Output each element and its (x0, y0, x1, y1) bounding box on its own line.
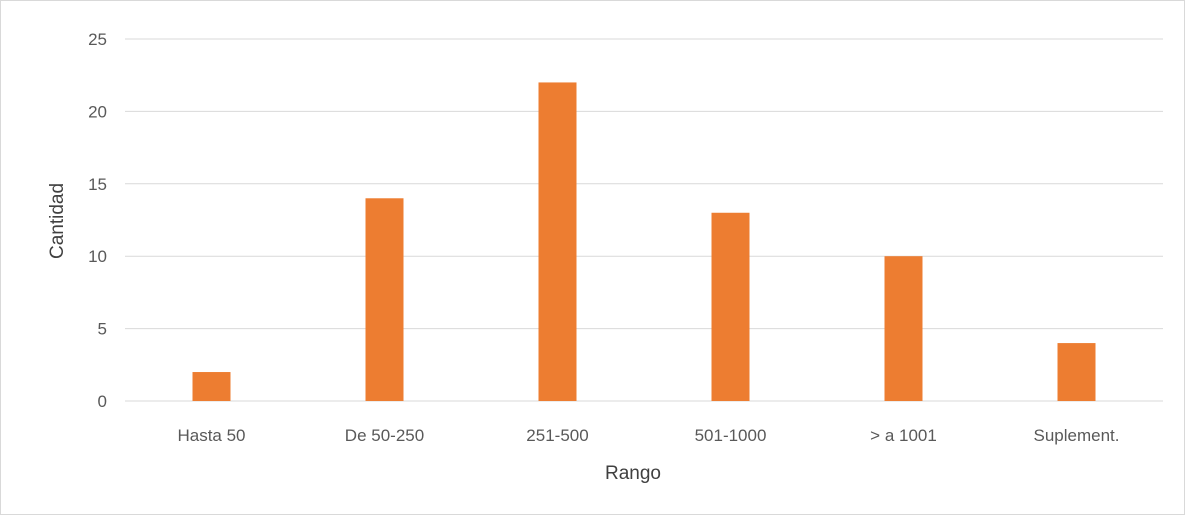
x-tick-label: De 50-250 (345, 426, 424, 445)
x-tick-label: > a 1001 (870, 426, 937, 445)
x-tick-label: 501-1000 (695, 426, 767, 445)
x-tick-label: Suplement. (1034, 426, 1120, 445)
bars (192, 82, 1096, 401)
y-tick-label: 20 (88, 102, 107, 121)
y-tick-label: 5 (98, 320, 107, 339)
bar (884, 256, 923, 401)
bar (365, 198, 404, 401)
bar (192, 372, 231, 401)
bar (1057, 343, 1096, 401)
y-tick-label: 25 (88, 30, 107, 49)
y-tick-label: 10 (88, 247, 107, 266)
y-tick-label: 15 (88, 175, 107, 194)
x-tick-label: Hasta 50 (177, 426, 245, 445)
y-axis-title: Cantidad (47, 183, 68, 259)
bar (711, 212, 750, 401)
gridlines (125, 38, 1163, 402)
x-axis-title: Rango (605, 463, 661, 484)
x-tick-label: 251-500 (526, 426, 588, 445)
y-axis-tick-labels: 0 5 10 15 20 25 (88, 30, 107, 411)
y-tick-label: 0 (98, 392, 107, 411)
bar (538, 82, 577, 401)
x-axis-tick-labels: Hasta 50 De 50-250 251-500 501-1000 > a 1001… (177, 426, 1119, 445)
